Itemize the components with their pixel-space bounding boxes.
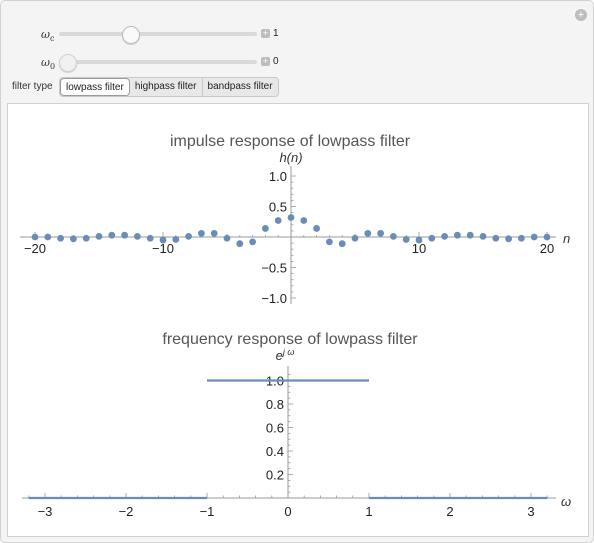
filter-type-label: filter type	[12, 81, 53, 92]
omega-0-expand-icon[interactable]: +	[261, 56, 270, 66]
impulse-point	[454, 231, 461, 239]
impulse-chart-xlabel: n	[563, 231, 570, 246]
add-bookmark-icon[interactable]: +	[575, 9, 587, 21]
impulse-y-tick-label: 0.5	[269, 200, 287, 215]
frequency-x-tick-label: 2	[446, 504, 453, 519]
frequency-chart-ylabel-base: e	[276, 348, 283, 363]
impulse-point	[415, 236, 423, 244]
impulse-x-tick-label: −20	[24, 241, 46, 256]
impulse-point	[82, 234, 90, 242]
impulse-x-tick-label: 10	[412, 241, 426, 256]
frequency-y-tick-label: 0.4	[266, 444, 284, 459]
frequency-x-tick-label: −3	[38, 504, 53, 519]
impulse-point	[313, 225, 320, 232]
impulse-point	[121, 231, 128, 239]
impulse-y-tick-label: −1.0	[261, 291, 287, 306]
impulse-point	[390, 232, 397, 240]
omega-0-value: 0	[273, 56, 279, 67]
impulse-point	[159, 236, 167, 244]
impulse-point	[402, 236, 410, 243]
impulse-x-tick-label: −10	[152, 241, 174, 256]
impulse-point	[428, 234, 436, 242]
impulse-point	[172, 236, 180, 243]
omega-0-slider-track[interactable]	[59, 60, 257, 64]
frequency-chart-ylabel-sup: j ω	[282, 347, 295, 357]
impulse-y-tick-label: −0.5	[261, 261, 287, 276]
frequency-chart-axes: −3 −2 −1 0 1 2 30.20.40.60.81.0	[22, 366, 556, 519]
impulse-point	[262, 225, 269, 232]
impulse-point	[236, 240, 244, 248]
impulse-point	[185, 232, 193, 240]
omega-c-value: 1	[273, 28, 279, 39]
omega-c-slider-track[interactable]	[59, 32, 257, 36]
impulse-point	[198, 229, 205, 237]
frequency-y-tick-label: 0.6	[266, 421, 284, 436]
impulse-x-tick-label: 20	[540, 241, 554, 256]
impulse-point	[377, 229, 384, 237]
impulse-point	[57, 234, 64, 242]
impulse-point	[466, 231, 474, 239]
omega-0-label: ω0	[41, 56, 56, 72]
frequency-chart-ylabel: ej ω	[276, 347, 295, 363]
impulse-point	[543, 233, 551, 241]
impulse-point	[146, 234, 154, 242]
impulse-point	[326, 238, 333, 246]
impulse-point	[351, 234, 359, 242]
filter-option-lowpass[interactable]: lowpass filter	[60, 78, 130, 96]
impulse-point	[274, 217, 282, 224]
impulse-point	[338, 240, 346, 248]
impulse-point	[300, 217, 308, 224]
filter-type-selector: lowpass filter highpass filter bandpass …	[59, 77, 279, 97]
impulse-point	[518, 234, 525, 242]
impulse-point	[479, 232, 487, 240]
impulse-point	[108, 231, 116, 239]
frequency-y-tick-label: 0.2	[266, 468, 284, 483]
omega-c-label: ωc	[41, 28, 55, 44]
frequency-chart-xlabel: ω	[561, 494, 571, 509]
impulse-point	[530, 233, 538, 241]
impulse-point	[134, 232, 141, 240]
omega-0-slider-thumb[interactable]	[59, 54, 77, 72]
frequency-y-tick-label: 0.8	[266, 397, 284, 412]
impulse-point	[287, 214, 295, 221]
impulse-point	[364, 229, 372, 237]
impulse-point	[223, 234, 231, 242]
impulse-point	[31, 233, 39, 241]
impulse-point	[70, 235, 77, 243]
frequency-x-tick-label: 0	[284, 504, 291, 519]
omega-c-expand-icon[interactable]: +	[261, 28, 270, 38]
frequency-x-tick-label: −1	[200, 504, 215, 519]
impulse-chart-ylabel: h(n)	[279, 150, 302, 165]
impulse-chart-axes: −20 −10 10 20 1.0 0.5 −0.5 −1.0	[20, 166, 556, 306]
frequency-x-tick-label: 3	[527, 504, 534, 519]
frequency-chart-lines	[28, 379, 548, 500]
impulse-chart-title: impulse response of lowpass filter	[170, 133, 411, 150]
impulse-chart-points	[31, 214, 551, 248]
impulse-point	[441, 232, 448, 240]
frequency-x-tick-label: −2	[119, 504, 134, 519]
impulse-point	[249, 238, 256, 246]
omega-c-slider-thumb[interactable]	[122, 26, 141, 44]
plots-svg: impulse response of lowpass filter h(n) …	[20, 133, 571, 519]
impulse-point	[492, 234, 500, 242]
impulse-point	[505, 235, 512, 243]
filter-option-bandpass[interactable]: bandpass filter	[207, 81, 273, 92]
frequency-chart-title: frequency response of lowpass filter	[162, 331, 418, 348]
frequency-x-tick-label: 1	[365, 504, 372, 519]
impulse-y-tick-label: 1.0	[269, 169, 287, 184]
impulse-point	[95, 232, 103, 240]
filter-option-highpass[interactable]: highpass filter	[130, 78, 203, 96]
plot-panel: impulse response of lowpass filter h(n) …	[7, 103, 589, 537]
impulse-point	[44, 233, 52, 241]
impulse-point	[210, 229, 218, 237]
